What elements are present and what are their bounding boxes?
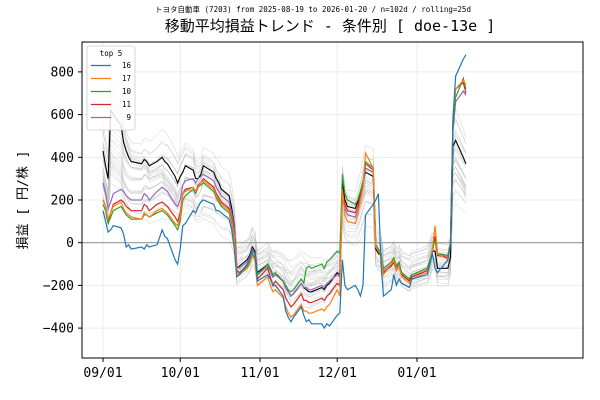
x-tick-label: 10/01 — [161, 366, 200, 381]
legend-box — [86, 45, 136, 131]
legend-label-17: 17 — [122, 74, 131, 83]
series-lines — [102, 54, 467, 330]
chart-title: 移動平均損益トレンド - 条件別 [ doe-13e ] — [165, 17, 495, 35]
x-axis-ticks: 09/01 10/01 11/01 12/01 01/01 — [83, 358, 437, 381]
background-series-line — [102, 138, 467, 273]
x-tick-label: 11/01 — [240, 366, 279, 381]
series-line-16 — [102, 54, 467, 330]
legend: top 5 16 17 10 11 9 — [86, 45, 136, 131]
series-line-10 — [102, 76, 467, 293]
background-series-line — [102, 151, 467, 268]
x-tick-label: 01/01 — [397, 366, 436, 381]
y-tick-label: 800 — [51, 65, 74, 80]
legend-label-16: 16 — [122, 61, 132, 70]
chart-subtitle: トヨタ自動車 (7203) from 2025-08-19 to 2026-01… — [155, 4, 471, 14]
y-axis-ticks: −400 −200 0 200 400 600 800 — [43, 65, 82, 337]
background-series-line — [102, 80, 467, 284]
legend-label-11: 11 — [122, 100, 131, 109]
legend-title: top 5 — [100, 49, 123, 58]
legend-items: 16 17 10 11 9 — [91, 61, 131, 122]
y-tick-label: 600 — [51, 108, 74, 123]
y-tick-label: −200 — [43, 279, 74, 294]
plot-area — [81, 41, 584, 359]
x-tick-label: 09/01 — [83, 366, 122, 381]
background-series-line — [102, 143, 467, 293]
y-tick-label: 200 — [51, 194, 74, 209]
background-series-line — [102, 121, 467, 276]
x-tick-label: 12/01 — [318, 366, 357, 381]
y-tick-label: 0 — [66, 236, 74, 251]
background-series-line — [102, 103, 467, 283]
legend-label-10: 10 — [122, 87, 132, 96]
y-axis-label: 損益 [ 円/株 ] — [16, 151, 31, 250]
y-tick-label: 400 — [51, 151, 74, 166]
background-series-line — [102, 89, 467, 286]
y-tick-label: −400 — [43, 322, 74, 337]
legend-label-9: 9 — [126, 113, 131, 122]
